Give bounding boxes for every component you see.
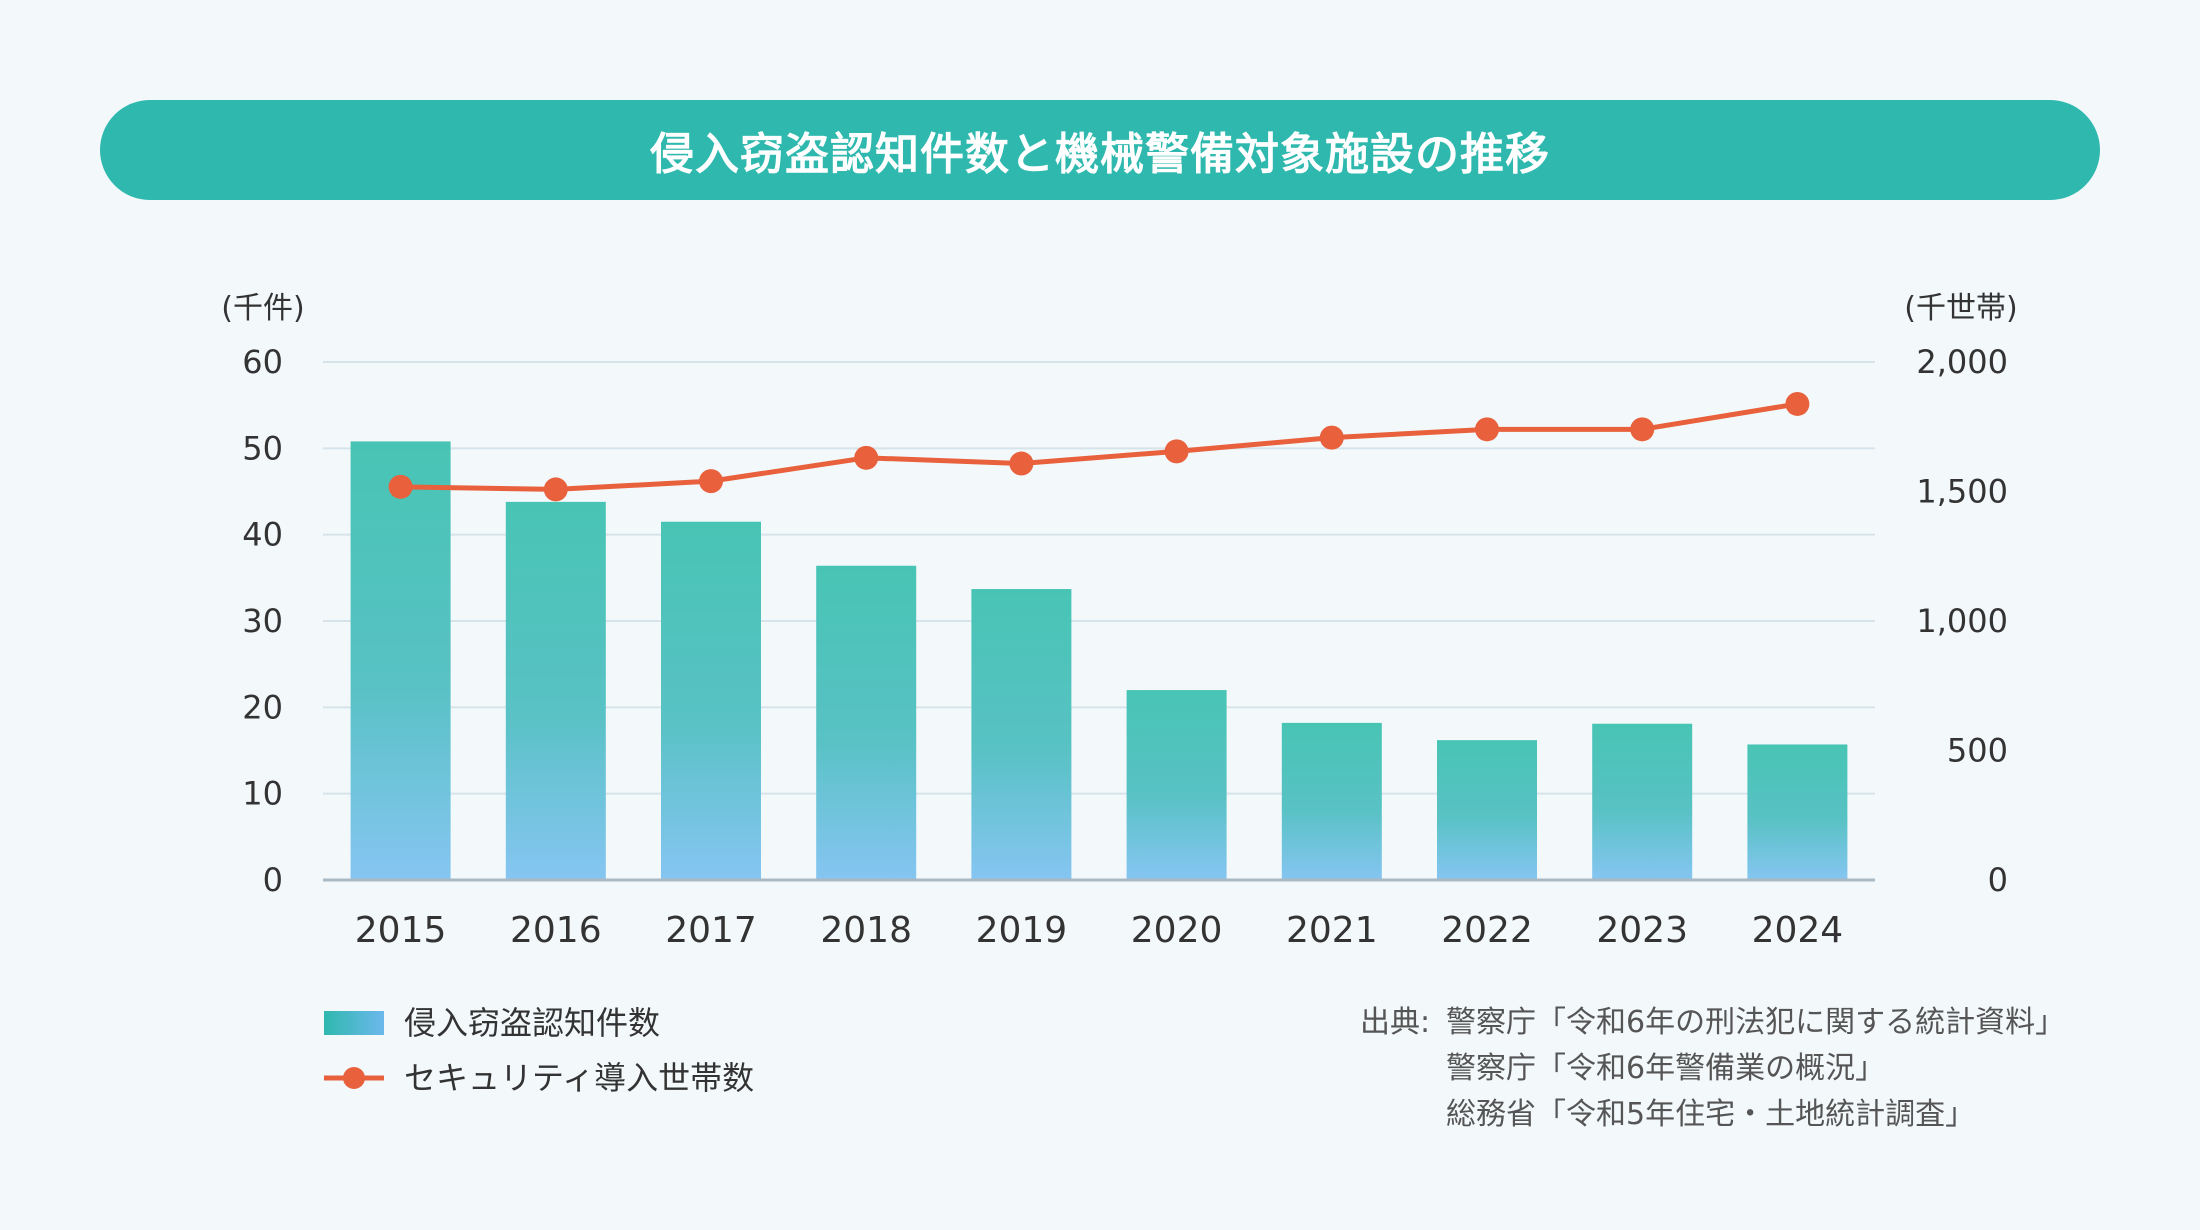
x-tick-label: 2024 bbox=[1752, 910, 1844, 951]
x-tick-label: 2023 bbox=[1596, 910, 1688, 951]
right-tick-label: 0 bbox=[1988, 861, 2008, 899]
right-tick-label: 500 bbox=[1947, 732, 2008, 770]
line-point bbox=[543, 477, 568, 502]
x-tick-label: 2019 bbox=[976, 910, 1068, 951]
line-point bbox=[1630, 417, 1655, 442]
bar bbox=[1281, 722, 1382, 880]
left-tick-label: 50 bbox=[242, 429, 283, 467]
x-tick-label: 2017 bbox=[665, 910, 757, 951]
legend-bar-swatch bbox=[324, 1011, 384, 1035]
line-point bbox=[1475, 417, 1499, 442]
right-axis-unit: (千世帯) bbox=[1904, 291, 2017, 326]
x-tick-label: 2015 bbox=[355, 910, 447, 951]
left-axis-unit: (千件) bbox=[221, 291, 304, 326]
left-tick-label: 60 bbox=[242, 343, 283, 381]
source-line: 総務省「令和5年住宅・土地統計調査」 bbox=[1446, 1097, 1976, 1132]
bar bbox=[1126, 690, 1227, 880]
title-banner: 侵入窃盗認知件数と機械警備対象施設の推移 bbox=[100, 100, 2100, 200]
bar bbox=[971, 589, 1072, 880]
bar bbox=[350, 441, 451, 880]
line-point bbox=[854, 445, 879, 470]
line-point bbox=[1785, 391, 1810, 416]
line-point bbox=[699, 469, 723, 494]
chart-title: 侵入窃盗認知件数と機械警備対象施設の推移 bbox=[650, 129, 1550, 180]
legend-bar-label: 侵入窃盗認知件数 bbox=[404, 1004, 660, 1042]
left-tick-label: 40 bbox=[242, 516, 283, 554]
legend-line-marker bbox=[343, 1067, 365, 1089]
bar bbox=[661, 521, 761, 880]
bar bbox=[505, 501, 606, 880]
left-tick-label: 30 bbox=[242, 602, 283, 640]
x-tick-label: 2016 bbox=[510, 910, 602, 951]
bar bbox=[1592, 723, 1693, 880]
right-tick-label: 1,500 bbox=[1916, 473, 2008, 511]
line-point bbox=[1009, 451, 1034, 476]
line-point bbox=[1164, 439, 1189, 464]
left-tick-label: 20 bbox=[242, 688, 283, 726]
line-series-path bbox=[400, 401, 1798, 492]
bar bbox=[1437, 740, 1537, 880]
source-label: 出典: bbox=[1360, 1005, 1431, 1040]
source-line: 警察庁「令和6年警備業の概況」 bbox=[1446, 1051, 1886, 1086]
legend-line-label: セキュリティ導入世帯数 bbox=[404, 1059, 754, 1097]
source-line: 警察庁「令和6年の刑法犯に関する統計資料」 bbox=[1446, 1005, 2066, 1040]
x-tick-label: 2018 bbox=[820, 910, 912, 951]
bar bbox=[816, 565, 917, 880]
x-tick-label: 2020 bbox=[1131, 910, 1223, 951]
x-tick-label: 2021 bbox=[1286, 910, 1378, 951]
left-tick-label: 0 bbox=[263, 861, 283, 899]
bar bbox=[1747, 744, 1848, 880]
right-tick-label: 2,000 bbox=[1916, 343, 2008, 381]
source-note: 出典: 警察庁「令和6年の刑法犯に関する統計資料」 警察庁「令和6年警備業の概況… bbox=[1360, 1000, 2065, 1138]
right-tick-label: 1,000 bbox=[1916, 602, 2008, 640]
x-tick-label: 2022 bbox=[1441, 910, 1533, 951]
left-tick-label: 10 bbox=[242, 775, 283, 813]
line-point bbox=[388, 474, 413, 499]
line-point bbox=[1319, 425, 1344, 450]
